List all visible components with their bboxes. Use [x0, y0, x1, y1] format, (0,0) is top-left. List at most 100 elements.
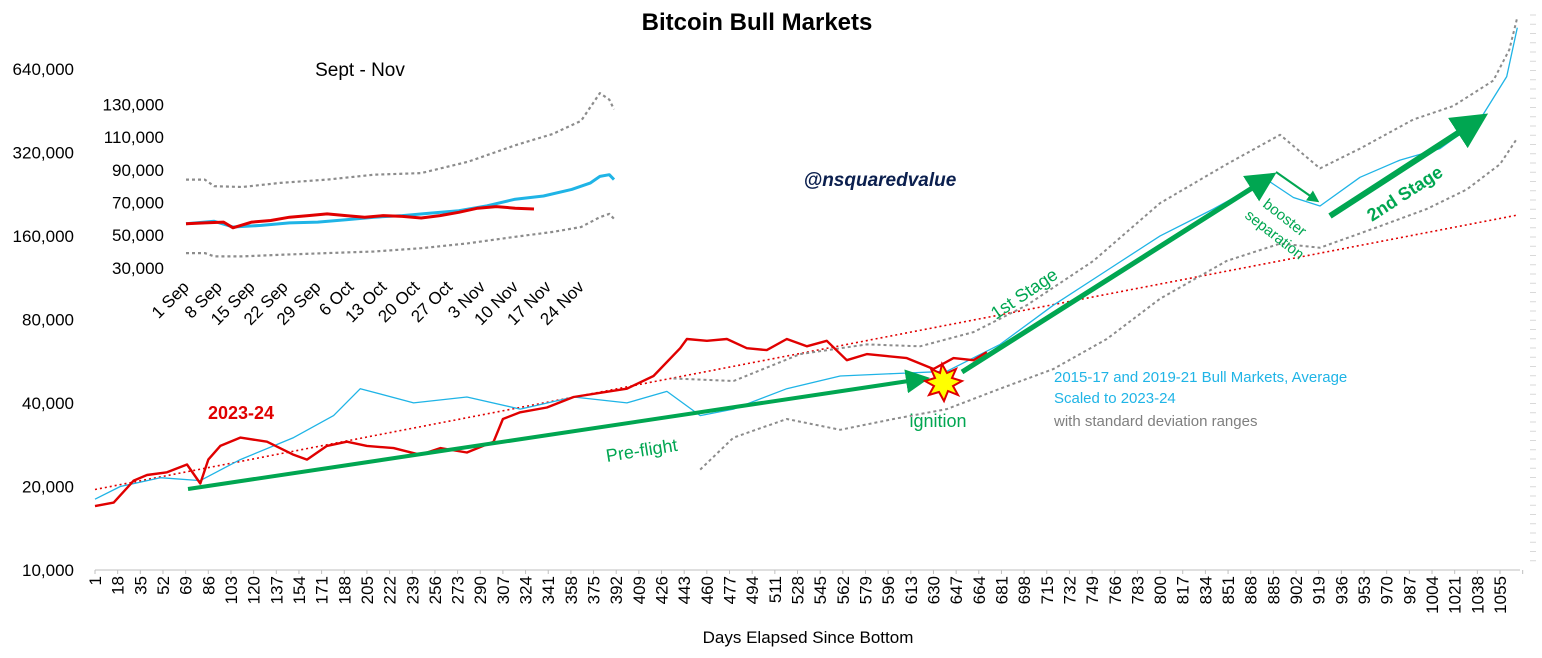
- x-tick-label: 137: [267, 576, 286, 604]
- y-tick-label: 10,000: [22, 561, 74, 580]
- arrow-booster: [1275, 171, 1320, 203]
- arrow-stage1: [960, 172, 1277, 375]
- x-tick-label: 664: [970, 576, 989, 604]
- arrow-stage2: [1328, 113, 1489, 219]
- legend-grey: with standard deviation ranges: [1053, 413, 1257, 430]
- x-tick-label: 205: [358, 576, 377, 604]
- x-tick-label: 766: [1106, 576, 1125, 604]
- x-tick-label: 341: [539, 576, 558, 604]
- inset-y-axis: 30,000 50,000 70,000 90,000 110,000 130,000: [103, 96, 164, 278]
- inset-title: Sept - Nov: [315, 60, 405, 81]
- inset-series-2023-24: [185, 205, 535, 230]
- x-tick-label: 426: [653, 576, 672, 604]
- x-tick-label: 868: [1242, 576, 1261, 604]
- legend-blue-line2: Scaled to 2023-24: [1054, 390, 1176, 407]
- x-tick-label: 409: [630, 576, 649, 604]
- ignition-burst-icon: [922, 361, 965, 404]
- main-y-axis: 10,000 20,000 40,000 80,000 160,000 320,000 64…: [13, 60, 74, 580]
- x-tick-label: 239: [403, 576, 422, 604]
- x-tick-label: 103: [222, 576, 241, 604]
- x-tick-label: 800: [1151, 576, 1170, 604]
- inset-chart: Sept - Nov 30,000 50,000 70,000 90,000 110,0…: [103, 60, 616, 329]
- x-tick-label: 375: [585, 576, 604, 604]
- x-tick-label: 494: [743, 576, 762, 604]
- x-tick-label: 987: [1400, 576, 1419, 604]
- x-tick-label: 562: [834, 576, 853, 604]
- legend-blue-line1: 2015-17 and 2019-21 Bull Markets, Averag…: [1054, 369, 1347, 386]
- x-tick-label: 222: [381, 576, 400, 604]
- author-handle: @nsquaredvalue: [804, 170, 957, 191]
- x-tick-label: 851: [1219, 576, 1238, 604]
- x-tick-label: 970: [1378, 576, 1397, 604]
- x-tick-label: 511: [766, 576, 785, 603]
- label-stage2: 2nd Stage: [1363, 162, 1446, 226]
- inset-y-tick-label: 30,000: [112, 259, 164, 278]
- x-tick-label: 732: [1060, 576, 1079, 604]
- x-tick-label: 681: [992, 576, 1011, 604]
- main-series-upper-sd: [673, 17, 1519, 382]
- x-tick-label: 477: [721, 576, 740, 604]
- x-tick-label: 579: [856, 576, 875, 604]
- y-tick-label: 640,000: [13, 60, 74, 79]
- inset-series-average: [185, 173, 616, 229]
- x-tick-label: 647: [947, 576, 966, 604]
- x-tick-label: 1021: [1446, 576, 1465, 614]
- inset-y-tick-label: 70,000: [112, 194, 164, 213]
- x-tick-label: 596: [879, 576, 898, 604]
- x-tick-label: 358: [562, 576, 581, 604]
- inset-y-tick-label: 130,000: [103, 96, 164, 115]
- x-tick-label: 902: [1287, 576, 1306, 604]
- x-tick-label: 817: [1174, 576, 1193, 604]
- label-ignition: ignition: [909, 411, 966, 431]
- y-tick-label: 40,000: [22, 394, 74, 413]
- x-tick-label: 290: [471, 576, 490, 604]
- x-tick-label: 324: [517, 576, 536, 604]
- x-tick-label: 18: [109, 576, 128, 595]
- main-series-group: [94, 17, 1519, 508]
- x-tick-label: 919: [1310, 576, 1329, 604]
- y-tick-label: 80,000: [22, 310, 74, 329]
- y-tick-label: 20,000: [22, 477, 74, 496]
- x-tick-label: 273: [449, 576, 468, 604]
- x-tick-label: 1055: [1491, 576, 1510, 614]
- x-tick-label: 613: [902, 576, 921, 604]
- x-tick-label: 528: [789, 576, 808, 604]
- x-tick-label: 460: [698, 576, 717, 604]
- x-tick-label: 307: [494, 576, 513, 604]
- x-tick-label: 1004: [1423, 576, 1442, 614]
- x-tick-label: 52: [154, 576, 173, 595]
- x-tick-label: 392: [607, 576, 626, 604]
- x-tick-label: 783: [1128, 576, 1147, 604]
- x-tick-label: 171: [313, 576, 332, 604]
- y-tick-label: 320,000: [13, 143, 74, 162]
- inset-y-tick-label: 110,000: [104, 128, 164, 147]
- x-tick-label: 749: [1083, 576, 1102, 604]
- x-tick-label: 1: [86, 576, 105, 585]
- x-axis-label: Days Elapsed Since Bottom: [703, 628, 914, 647]
- x-tick-label: 35: [131, 576, 150, 595]
- inset-x-tick-label: 1 Sep: [148, 277, 193, 322]
- inset-y-tick-label: 90,000: [112, 161, 164, 180]
- x-tick-label: 1038: [1468, 576, 1487, 614]
- label-preflight: Pre-flight: [604, 435, 678, 466]
- inset-series-group: [185, 91, 616, 258]
- x-tick-label: 834: [1196, 576, 1215, 604]
- x-tick-label: 443: [675, 576, 694, 604]
- chart-title: Bitcoin Bull Markets: [642, 9, 873, 36]
- inset-series-upper-sd: [186, 91, 615, 189]
- x-tick-label: 256: [426, 576, 445, 604]
- x-tick-label: 715: [1038, 576, 1057, 604]
- x-tick-label: 630: [924, 576, 943, 604]
- x-tick-label: 120: [245, 576, 264, 604]
- x-tick-label: 86: [199, 576, 218, 595]
- arrow-preflight: [187, 369, 930, 491]
- main-series-lower-sd: [699, 137, 1519, 471]
- main-series-2023-24: [94, 337, 988, 508]
- x-tick-label: 953: [1355, 576, 1374, 604]
- x-tick-label: 188: [335, 576, 354, 604]
- inset-series-lower-sd: [186, 212, 615, 258]
- x-tick-label: 69: [177, 576, 196, 595]
- inset-y-tick-label: 50,000: [112, 226, 164, 245]
